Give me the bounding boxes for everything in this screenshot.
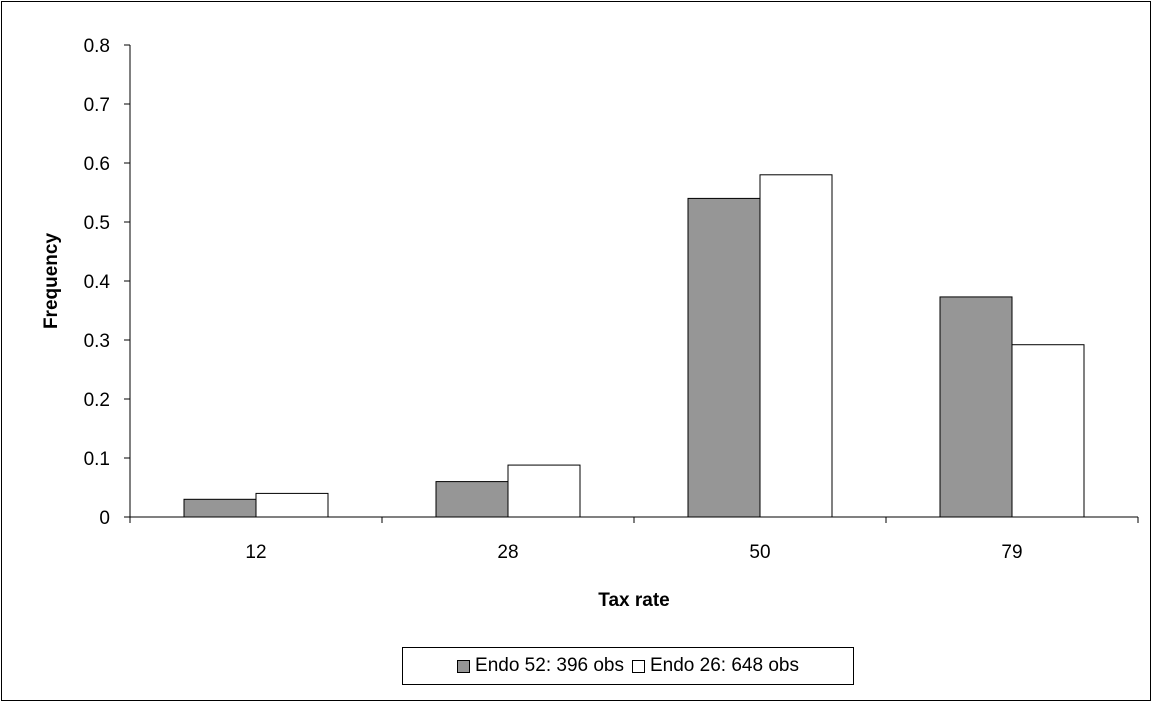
legend-label-series-1: Endo 52: 396 obs (475, 655, 624, 676)
bar-series-1-50 (687, 197, 761, 518)
bar-series-1-12 (183, 498, 257, 518)
legend: Endo 52: 396 obs Endo 26: 648 obs (402, 647, 854, 685)
y-axis-title: Frequency (41, 233, 62, 330)
bars (183, 174, 1085, 518)
y-tick-label: 0.8 (84, 36, 110, 57)
x-tick-label: 12 (245, 542, 266, 563)
legend-item-series-2: Endo 26: 648 obs (632, 655, 799, 677)
legend-swatch-series-2 (632, 659, 645, 673)
x-axis-ticks: 12 28 50 79 (129, 517, 1139, 563)
y-tick-label: 0.7 (84, 95, 110, 116)
bar-series-2-79 (1011, 344, 1085, 518)
y-tick-label: 0.1 (84, 449, 110, 470)
y-tick-label: 0.5 (84, 213, 110, 234)
y-tick-label: 0.6 (84, 154, 110, 175)
bar-series-1-79 (939, 296, 1013, 518)
bar-series-2-12 (255, 492, 329, 518)
x-tick-label: 79 (1001, 542, 1022, 563)
x-tick-label: 50 (749, 542, 770, 563)
y-tick-label: 0.3 (84, 331, 110, 352)
y-tick-label: 0.4 (84, 272, 111, 293)
legend-item-series-1: Endo 52: 396 obs (457, 655, 624, 677)
bar-series-2-50 (759, 174, 833, 518)
legend-label-series-2: Endo 26: 648 obs (650, 655, 799, 676)
bar-series-2-28 (507, 464, 581, 518)
y-tick-label: 0 (99, 508, 110, 529)
bar-series-1-28 (435, 481, 509, 518)
legend-swatch-series-1 (457, 659, 471, 673)
x-tick-label: 28 (497, 542, 518, 563)
y-tick-label: 0.2 (84, 390, 110, 411)
y-axis-ticks: 0 0.1 0.2 0.3 0.4 0.5 0.6 0.7 0.8 (84, 36, 130, 529)
x-axis-title: Tax rate (598, 590, 669, 611)
